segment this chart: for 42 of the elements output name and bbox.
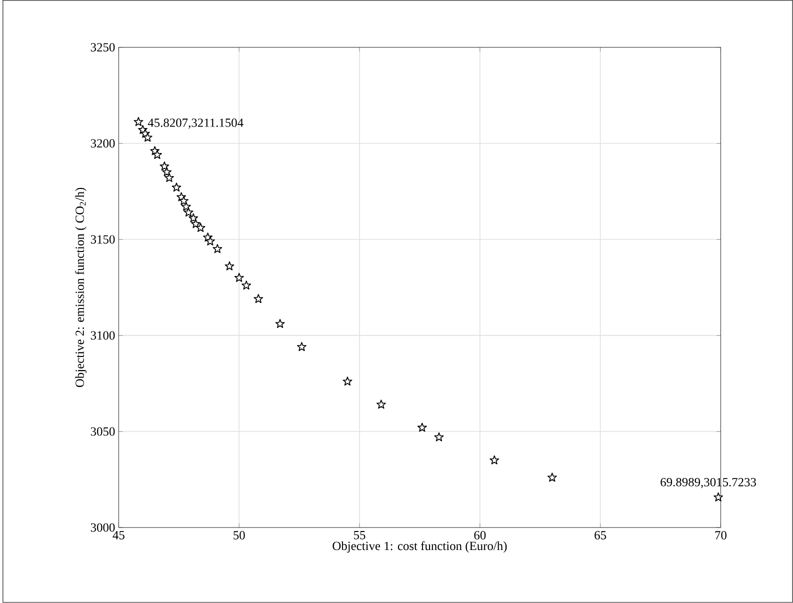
point bbox=[547, 472, 557, 482]
point bbox=[162, 167, 172, 176]
point bbox=[275, 319, 285, 328]
point bbox=[191, 219, 200, 228]
x-tick-label: 60 bbox=[474, 531, 486, 540]
point bbox=[242, 280, 252, 290]
y-tick-label: 3100 bbox=[90, 331, 115, 340]
point bbox=[254, 294, 264, 304]
point bbox=[234, 272, 244, 282]
y-tick-label: 3250 bbox=[90, 43, 115, 52]
x-tick-label: 65 bbox=[594, 531, 606, 540]
point bbox=[434, 432, 444, 442]
point bbox=[714, 492, 724, 502]
point bbox=[184, 208, 194, 217]
point bbox=[296, 342, 306, 352]
point bbox=[172, 182, 182, 192]
point bbox=[342, 376, 352, 386]
y-tick-label: 3200 bbox=[90, 139, 115, 148]
point bbox=[196, 223, 206, 232]
point bbox=[205, 236, 215, 246]
point bbox=[160, 162, 170, 171]
point bbox=[212, 244, 222, 254]
point bbox=[417, 422, 427, 432]
x-tick-label: 50 bbox=[234, 531, 245, 540]
point bbox=[224, 261, 234, 270]
y-tick-label: 3150 bbox=[90, 235, 115, 244]
point bbox=[164, 173, 174, 182]
point bbox=[178, 196, 188, 206]
y-axis-title: Objective 2: emission function ( CO$_{2}$/h) bbox=[75, 188, 86, 388]
point bbox=[152, 150, 162, 160]
x-tick-label: 45 bbox=[112, 531, 124, 540]
point bbox=[490, 455, 500, 464]
y-tick-label: 3000 bbox=[90, 523, 115, 532]
point bbox=[134, 117, 144, 126]
annotation: 45.8207,3211.1504 bbox=[148, 118, 244, 129]
y-tick-label: 3050 bbox=[90, 427, 115, 436]
x-tick-label: 70 bbox=[715, 531, 726, 540]
point bbox=[142, 132, 152, 142]
x-axis-title: Objective 1: cost function (Euro/h) bbox=[332, 541, 507, 553]
point bbox=[188, 213, 198, 222]
x-tick-label: 55 bbox=[354, 531, 366, 540]
point bbox=[376, 400, 386, 409]
